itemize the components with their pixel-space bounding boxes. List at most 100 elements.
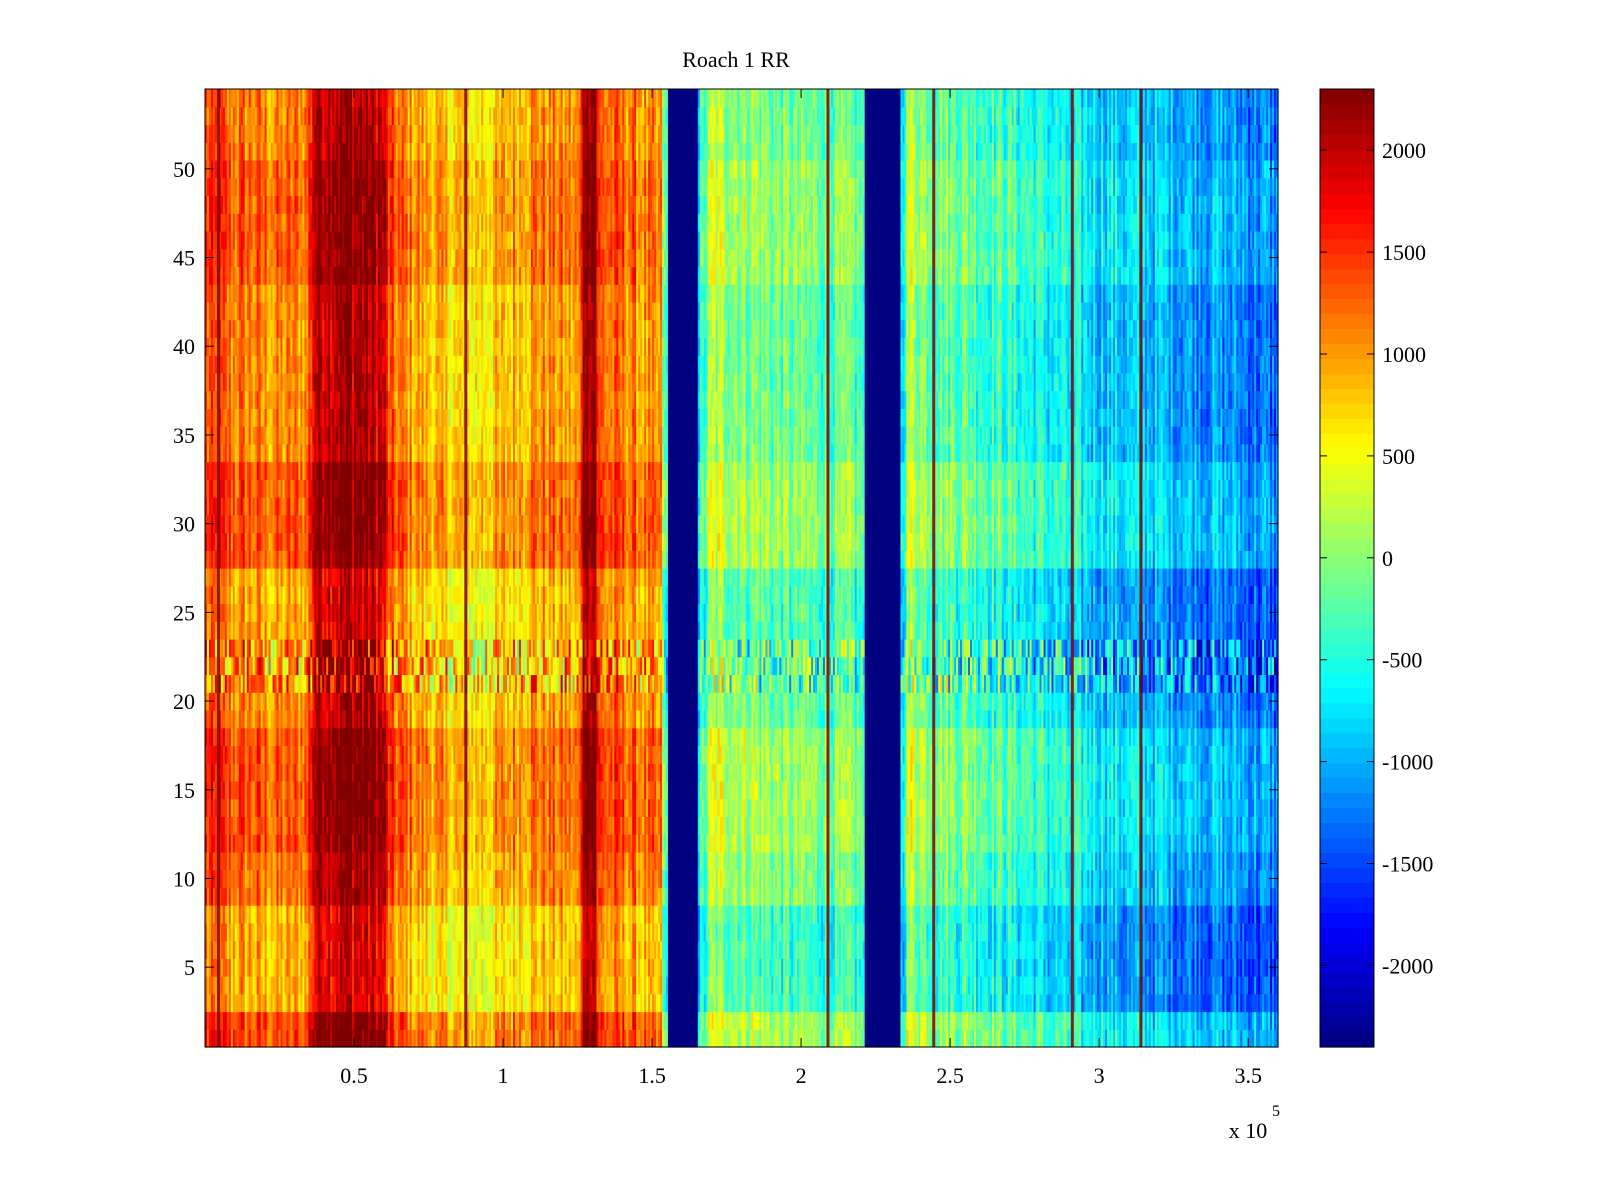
heatmap-cell bbox=[230, 993, 234, 1013]
heatmap-cell bbox=[950, 1011, 953, 1030]
heatmap-cell bbox=[747, 958, 751, 977]
heatmap-cell bbox=[393, 958, 397, 977]
heatmap-cell bbox=[1007, 958, 1011, 977]
heatmap-cell bbox=[1013, 958, 1017, 977]
heatmap-cell bbox=[894, 993, 898, 1013]
heatmap-cell bbox=[985, 1029, 989, 1048]
heatmap-cell bbox=[473, 958, 476, 977]
heatmap-cell bbox=[385, 993, 389, 1013]
heatmap-cell bbox=[717, 976, 721, 995]
heatmap-cell bbox=[509, 958, 512, 977]
heatmap-cell bbox=[487, 976, 490, 995]
heatmap-cell bbox=[564, 958, 568, 977]
heatmap-cell bbox=[485, 993, 488, 1013]
heatmap-cell bbox=[1166, 1029, 1170, 1048]
heatmap-cell bbox=[725, 1029, 729, 1048]
heatmap-cell bbox=[795, 958, 798, 977]
heatmap-cell bbox=[610, 1029, 613, 1048]
heatmap-cell bbox=[962, 976, 965, 995]
heatmap-cell bbox=[507, 1029, 510, 1048]
heatmap-cell bbox=[1051, 1011, 1055, 1030]
heatmap-cell bbox=[862, 976, 866, 995]
heatmap-cell bbox=[443, 993, 447, 1013]
heatmap-cell bbox=[1132, 993, 1136, 1013]
heatmap-cell bbox=[797, 976, 800, 995]
heatmap-cell bbox=[725, 1011, 729, 1030]
heatmap-cell bbox=[361, 993, 365, 1013]
heatmap-cell bbox=[320, 958, 323, 977]
heatmap-cell bbox=[552, 958, 556, 977]
heatmap-cell bbox=[818, 976, 822, 995]
heatmap-cell bbox=[940, 1029, 943, 1048]
heatmap-cell bbox=[489, 1011, 492, 1030]
heatmap-cell bbox=[1017, 958, 1021, 977]
heatmap-cell bbox=[640, 1011, 643, 1030]
heatmap-cell bbox=[365, 1029, 369, 1048]
heatmap-cell bbox=[578, 1011, 582, 1030]
heatmap-cell bbox=[1111, 1029, 1114, 1048]
heatmap-cell bbox=[977, 976, 981, 995]
heatmap-cell bbox=[860, 958, 864, 977]
heatmap-cell bbox=[276, 1011, 280, 1030]
heatmap-cell bbox=[707, 1011, 711, 1030]
heatmap-cell bbox=[375, 958, 379, 977]
heatmap-cell bbox=[618, 958, 621, 977]
heatmap-cell bbox=[1228, 976, 1231, 995]
heatmap-cell bbox=[896, 958, 900, 977]
heatmap-cell bbox=[1053, 1011, 1057, 1030]
heatmap-cell bbox=[524, 958, 528, 977]
heatmap-cell bbox=[813, 1029, 816, 1048]
heatmap-cell bbox=[807, 1011, 810, 1030]
heatmap-cell bbox=[832, 1029, 836, 1048]
heatmap-cell bbox=[1049, 1011, 1053, 1030]
heatmap-cell bbox=[520, 976, 524, 995]
heatmap-cell bbox=[1254, 993, 1257, 1013]
heatmap-cell bbox=[1097, 1029, 1100, 1048]
heatmap-cell bbox=[246, 976, 250, 995]
heatmap-cell bbox=[675, 976, 679, 995]
heatmap-cell bbox=[606, 1029, 609, 1048]
heatmap-cell bbox=[411, 1011, 415, 1030]
heatmap-cell bbox=[725, 958, 729, 977]
heatmap-cell bbox=[729, 1011, 733, 1030]
heatmap-cell bbox=[477, 1029, 480, 1048]
heatmap-cell bbox=[838, 993, 842, 1013]
heatmap-cell bbox=[342, 1011, 345, 1030]
heatmap-cell bbox=[367, 993, 371, 1013]
heatmap-cell bbox=[632, 976, 635, 995]
heatmap-cell bbox=[695, 958, 699, 977]
heatmap-cell bbox=[946, 1029, 949, 1048]
heatmap-cell bbox=[278, 958, 282, 977]
heatmap-cell bbox=[793, 1011, 796, 1030]
heatmap-cell bbox=[548, 958, 552, 977]
heatmap-cell bbox=[783, 1011, 786, 1030]
heatmap-cell bbox=[737, 993, 741, 1013]
heatmap-cell bbox=[1134, 993, 1138, 1013]
heatmap-cell bbox=[834, 958, 838, 977]
heatmap-cell bbox=[1176, 1011, 1180, 1030]
heatmap-cell bbox=[534, 958, 538, 977]
heatmap-cell bbox=[238, 976, 242, 995]
heatmap-cell bbox=[679, 1011, 683, 1030]
heatmap-cell bbox=[854, 958, 858, 977]
heatmap-cell bbox=[334, 958, 337, 977]
heatmap-cell bbox=[1204, 976, 1208, 995]
heatmap-cell bbox=[870, 976, 874, 995]
heatmap-cell bbox=[741, 1011, 745, 1030]
heatmap-cell bbox=[691, 1011, 695, 1030]
heatmap-cell bbox=[995, 993, 999, 1013]
heatmap-cell bbox=[1041, 976, 1045, 995]
heatmap-cell bbox=[970, 993, 973, 1013]
heatmap-cell bbox=[958, 1011, 961, 1030]
heatmap-cell bbox=[298, 993, 301, 1013]
heatmap-cell bbox=[842, 1011, 846, 1030]
heatmap-cell bbox=[1236, 1029, 1239, 1048]
heatmap-cell bbox=[312, 993, 315, 1013]
heatmap-cell bbox=[789, 1029, 792, 1048]
heatmap-cell bbox=[880, 976, 884, 995]
heatmap-cell bbox=[268, 1011, 272, 1030]
heatmap-cell bbox=[246, 958, 250, 977]
heatmap-cell bbox=[882, 1029, 886, 1048]
heatmap-cell bbox=[503, 993, 506, 1013]
heatmap-cell bbox=[256, 1011, 260, 1030]
